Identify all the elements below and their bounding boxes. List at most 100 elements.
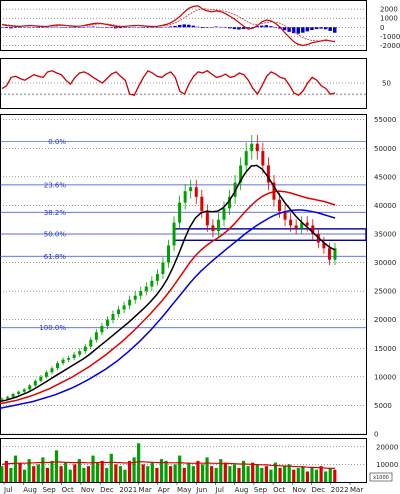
x-axis-label: Jun [195, 486, 207, 494]
macd-histogram-bar [41, 27, 45, 28]
price-panel [0, 114, 367, 435]
price-tick-label: 50000 [374, 145, 396, 153]
macd-histogram-bar [310, 27, 314, 30]
volume-unit-box [369, 472, 393, 482]
macd-histogram-bar [218, 26, 223, 28]
volume-bar [219, 459, 223, 482]
volume-bar [182, 467, 186, 482]
volume-bar [159, 459, 164, 482]
macd-histogram-bar [95, 26, 100, 28]
macd-histogram-bar [328, 27, 332, 31]
x-axis-label: May [177, 486, 191, 494]
macd-signal-line [1, 8, 336, 42]
volume-bar [237, 467, 241, 482]
macd-histogram-bar [164, 26, 168, 28]
macd-histogram-bar [282, 27, 287, 31]
volume-bar [54, 450, 59, 482]
volume-bar [68, 469, 72, 482]
volume-bar [333, 469, 337, 482]
candle-body [178, 202, 182, 223]
candle-body [11, 394, 15, 397]
ma-black-line [0, 164, 336, 403]
volume-bar [13, 455, 18, 482]
candle-body [167, 245, 170, 263]
macd-histogram-bar [296, 27, 301, 34]
x-axis-label: Dec [312, 486, 326, 494]
candle-body [172, 222, 176, 246]
macd-histogram-bar [114, 27, 118, 29]
x-axis-label: Oct [273, 486, 285, 494]
macd-histogram-bar [287, 27, 291, 32]
volume-bar [260, 467, 264, 482]
macd-histogram-bar [18, 27, 22, 28]
macd-histogram-bar [200, 27, 205, 28]
candle-body [72, 354, 76, 358]
fib-level-label: 23.6% [44, 181, 67, 189]
volume-bar [296, 467, 300, 482]
macd-histogram-bar [141, 27, 145, 28]
macd-histogram-bar [127, 27, 132, 28]
candle-body [44, 372, 48, 377]
x-axis-label: Mar [139, 486, 152, 494]
candle-body [327, 248, 331, 260]
macd-histogram-bar [22, 26, 27, 28]
candle-body [133, 295, 137, 300]
macd-histogram-bar [232, 27, 237, 30]
volume-ma-line [1, 460, 336, 469]
macd-tick-label: -1000 [380, 33, 400, 41]
volume-bar [264, 466, 268, 482]
volume-tick-label: 10000 [376, 461, 398, 469]
macd-histogram-bar [45, 27, 50, 28]
volume-bar [228, 466, 232, 482]
price-tick-label: 25000 [374, 288, 396, 296]
macd-histogram-bar [209, 27, 214, 28]
price-tick-label: 15000 [374, 345, 396, 353]
candle-body [117, 309, 121, 314]
macd-histogram-bar [4, 27, 9, 28]
fib-level-label: 61.8% [44, 253, 67, 261]
volume-bar [114, 464, 118, 482]
volume-bar [251, 462, 255, 482]
candle-body [83, 346, 87, 352]
macd-histogram-bar [187, 24, 191, 28]
volume-bar [36, 464, 40, 482]
volume-bar [41, 457, 45, 482]
volume-bar [314, 469, 319, 482]
candle-body [111, 314, 115, 320]
candle-body [122, 305, 126, 310]
macd-histogram-bar [27, 27, 31, 28]
price-tick-label: 10000 [374, 373, 396, 381]
macd-histogram-bar [86, 26, 91, 28]
volume-bar [269, 469, 273, 482]
candle-body [333, 248, 337, 260]
candle-body [161, 262, 165, 274]
macd-histogram-bar [191, 25, 196, 28]
volume-bar [283, 466, 287, 482]
macd-histogram-bar [182, 24, 186, 28]
volume-bar [132, 457, 136, 482]
fib-level-label: 38.2% [44, 209, 67, 217]
macd-histogram-bar [301, 27, 305, 33]
x-axis-label: Sep [42, 486, 56, 494]
volume-bar [273, 462, 278, 482]
price-tick-label: 5000 [374, 402, 392, 410]
macd-histogram-bar [63, 27, 68, 28]
macd-histogram-bar [68, 27, 72, 28]
macd-histogram-bar [13, 27, 18, 28]
volume-bar [328, 467, 332, 482]
macd-histogram-bar [250, 27, 255, 28]
macd-tick-label: -2000 [380, 42, 400, 50]
candle-body [294, 225, 298, 229]
macd-histogram-bar [260, 25, 264, 28]
candle-body [289, 219, 293, 226]
x-axis-label: Nov [292, 486, 306, 494]
volume-bar [187, 462, 191, 482]
candle-body [311, 225, 315, 234]
candle-body [205, 211, 209, 226]
x-axis-label: Jul [214, 486, 224, 494]
macd-histogram-bar [109, 27, 113, 28]
macd-histogram-bar [9, 27, 13, 29]
x-axis-label: Apr [158, 486, 170, 494]
x-axis-label: Aug [235, 486, 249, 494]
